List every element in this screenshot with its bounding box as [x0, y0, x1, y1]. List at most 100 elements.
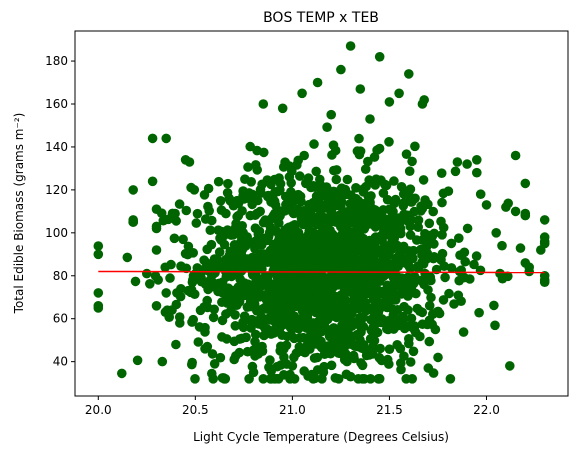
data-point	[491, 228, 502, 238]
data-point	[336, 183, 347, 193]
x-axis-title: Light Cycle Temperature (Degrees Celsius…	[193, 430, 449, 444]
data-point	[201, 258, 212, 268]
y-tick-label: 180	[45, 54, 68, 68]
data-point	[295, 295, 306, 305]
data-point	[454, 233, 464, 243]
data-point	[270, 226, 281, 236]
data-point	[217, 332, 227, 342]
data-point	[510, 150, 521, 161]
data-point	[287, 235, 297, 246]
data-point	[171, 339, 181, 350]
data-point	[481, 200, 492, 210]
data-point	[312, 77, 323, 88]
data-point	[320, 237, 331, 247]
data-point	[445, 374, 456, 384]
data-point	[248, 367, 259, 378]
data-point	[322, 122, 332, 132]
data-point	[281, 340, 292, 351]
data-point	[424, 300, 435, 311]
data-point	[199, 190, 210, 200]
data-point	[254, 226, 265, 237]
data-point	[357, 314, 367, 324]
data-point	[436, 216, 446, 227]
data-point	[259, 147, 269, 158]
data-point	[329, 165, 339, 176]
data-point	[389, 198, 400, 209]
data-point	[404, 338, 414, 349]
data-point	[165, 273, 175, 283]
data-point	[449, 299, 459, 309]
data-point	[180, 248, 191, 259]
data-point	[342, 303, 353, 314]
data-point	[428, 206, 439, 217]
data-point	[405, 184, 416, 194]
data-point	[249, 294, 260, 304]
data-point	[245, 141, 255, 152]
data-point	[265, 245, 276, 256]
data-point	[200, 214, 211, 224]
data-point	[418, 175, 429, 185]
data-point	[396, 245, 407, 255]
data-point	[440, 272, 450, 283]
data-point	[227, 289, 238, 300]
data-point	[251, 160, 261, 170]
data-point	[462, 159, 472, 169]
data-point	[358, 321, 369, 332]
data-point	[497, 240, 507, 251]
data-point	[406, 215, 417, 225]
data-point	[250, 329, 261, 340]
data-point	[213, 176, 224, 187]
data-point	[365, 271, 376, 281]
data-point	[289, 333, 300, 344]
data-point	[374, 143, 385, 154]
data-point	[330, 246, 340, 256]
data-point	[269, 174, 280, 185]
data-point	[274, 212, 284, 223]
data-point	[459, 247, 470, 258]
data-point	[471, 251, 482, 261]
data-point	[219, 239, 230, 250]
data-point	[520, 178, 531, 189]
data-point	[336, 330, 346, 341]
data-point	[232, 195, 242, 206]
data-point	[208, 374, 218, 384]
data-point	[416, 244, 426, 255]
data-point	[388, 206, 398, 217]
data-point	[193, 337, 204, 347]
data-point	[408, 346, 419, 357]
data-point	[93, 241, 104, 251]
data-point	[93, 249, 104, 260]
data-point	[462, 223, 473, 234]
data-point	[311, 166, 322, 177]
data-point	[331, 301, 341, 312]
data-point	[167, 305, 177, 315]
data-point	[351, 260, 361, 271]
data-point	[319, 361, 329, 372]
data-point	[374, 276, 385, 287]
data-point	[187, 359, 197, 370]
y-tick-label: 60	[53, 312, 68, 326]
data-point	[369, 152, 380, 162]
data-point	[404, 166, 415, 176]
data-point	[184, 157, 195, 167]
data-point	[151, 245, 162, 255]
data-point	[285, 302, 295, 313]
data-point	[361, 283, 371, 294]
data-point	[515, 243, 526, 253]
data-point	[212, 255, 223, 265]
data-point	[335, 201, 346, 211]
data-point	[315, 174, 325, 185]
data-point	[366, 314, 376, 325]
data-point	[295, 278, 306, 288]
data-point	[446, 238, 457, 249]
y-tick-label: 120	[45, 183, 68, 197]
data-point	[266, 374, 277, 384]
data-point	[221, 208, 231, 219]
data-point	[355, 146, 366, 156]
data-point	[286, 178, 297, 188]
data-point	[117, 368, 127, 379]
data-point	[151, 204, 162, 214]
data-point	[319, 349, 330, 360]
data-point	[303, 230, 313, 241]
